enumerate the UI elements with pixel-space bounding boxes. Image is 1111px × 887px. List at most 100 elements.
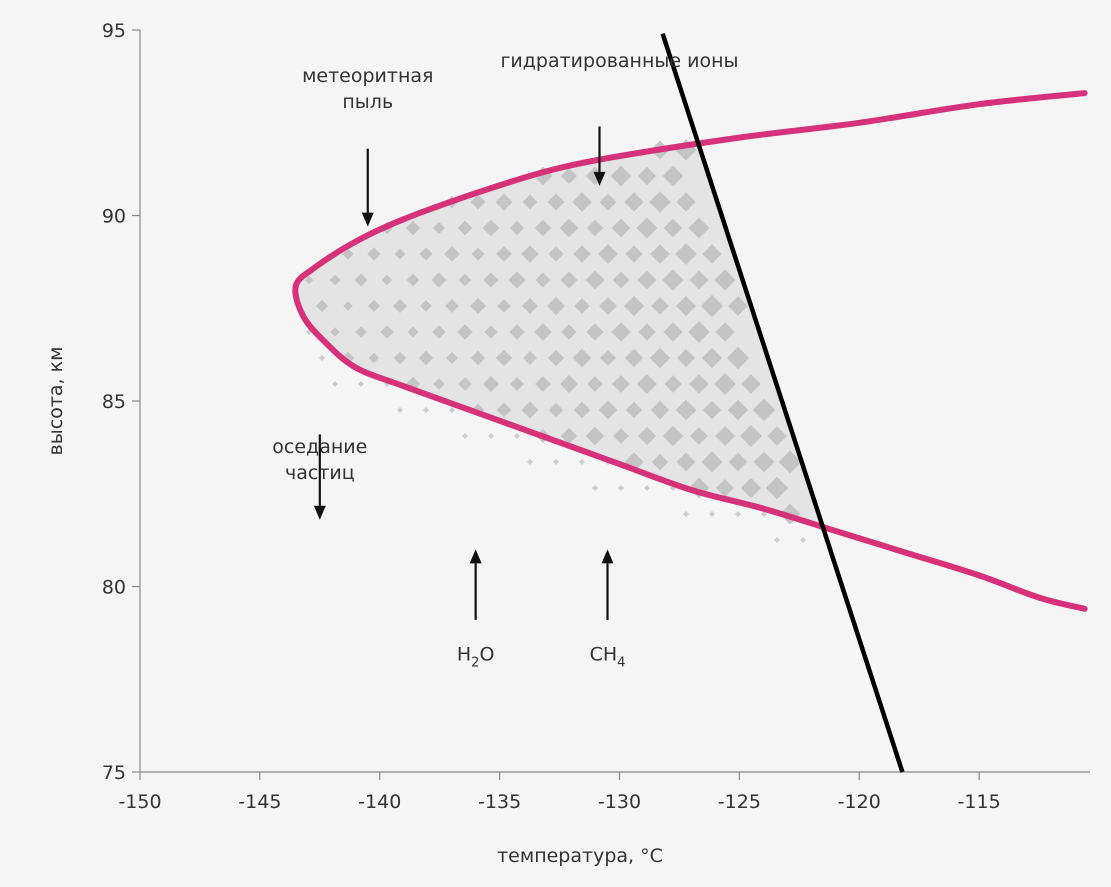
particle-diamond xyxy=(433,378,445,390)
particle-diamond xyxy=(726,346,750,370)
annotation-label: пыль xyxy=(342,91,393,113)
particle-diamond xyxy=(728,452,748,472)
particle-diamond xyxy=(381,274,393,286)
particle-diamond xyxy=(662,165,684,187)
particle-diamond xyxy=(716,479,734,497)
particle-diamond xyxy=(304,275,314,285)
particle-diamond xyxy=(651,453,669,471)
particle-diamond xyxy=(638,323,656,341)
particle-diamond xyxy=(483,272,499,288)
particle-diamond xyxy=(488,433,494,439)
particle-diamond xyxy=(406,273,420,287)
particle-diamond xyxy=(774,537,780,543)
particle-diamond xyxy=(741,374,761,394)
particle-diamond xyxy=(471,247,485,261)
temperature-profile-line xyxy=(660,33,905,773)
particle-diamond xyxy=(677,349,695,367)
particle-diamond xyxy=(728,296,748,316)
particle-diamond xyxy=(547,193,565,211)
particle-diamond xyxy=(688,321,710,343)
particle-diamond xyxy=(458,273,472,287)
particle-diamond xyxy=(354,273,368,287)
particle-diamond xyxy=(470,350,486,366)
x-tick-label: -130 xyxy=(598,791,641,813)
particle-diamond xyxy=(343,301,353,311)
x-tick-label: -145 xyxy=(238,791,281,813)
particle-diamond xyxy=(753,451,775,473)
arrow-head xyxy=(601,549,614,564)
particle-diamond xyxy=(560,375,578,393)
particle-diamond xyxy=(393,351,407,365)
particle-diamond xyxy=(586,323,604,341)
particle-diamond xyxy=(521,245,539,263)
mesopause-boundary-line xyxy=(292,90,1088,612)
particle-diamond xyxy=(482,219,500,237)
particle-diamond xyxy=(650,400,670,420)
particle-diamond xyxy=(495,193,513,211)
particle-diamond xyxy=(546,296,566,316)
particle-diamond xyxy=(509,324,525,340)
particle-diamond xyxy=(418,350,434,366)
particle-diamond xyxy=(330,327,340,337)
particle-diamond xyxy=(534,323,552,341)
y-tick-label: 95 xyxy=(102,20,126,42)
x-tick-label: -125 xyxy=(718,791,761,813)
particle-diamond xyxy=(535,376,551,392)
particle-diamond xyxy=(778,450,802,474)
particle-diamond xyxy=(702,244,722,264)
particle-diamond xyxy=(457,220,473,236)
particle-diamond xyxy=(535,272,551,288)
particle-diamond xyxy=(637,426,657,446)
particle-diamond xyxy=(462,433,468,439)
particle-diamond xyxy=(394,248,406,260)
particle-diamond xyxy=(559,218,579,238)
particle-diamond xyxy=(574,298,590,314)
x-tick-label: -140 xyxy=(358,791,401,813)
particle-diamond xyxy=(637,270,657,290)
particle-diamond xyxy=(431,272,447,288)
particle-diamond xyxy=(636,217,658,239)
particle-diamond xyxy=(612,375,630,393)
particle-diamond xyxy=(446,352,458,364)
particle-diamond xyxy=(560,427,578,445)
particle-diamond xyxy=(508,271,526,289)
particle-diamond xyxy=(560,271,578,289)
particle-diamond xyxy=(715,426,735,446)
particle-diamond xyxy=(701,347,723,369)
particle-diamond xyxy=(624,192,644,212)
particle-diamond xyxy=(572,348,592,368)
particle-diamond xyxy=(548,402,564,418)
particle-diamond xyxy=(585,426,605,446)
particle-diamond xyxy=(332,381,338,387)
particle-diamond xyxy=(527,459,533,465)
axes: -150 -145 -140 -135 -130 -125 -120 -115 75 80 85 90… xyxy=(102,20,1090,813)
particle-diamond xyxy=(585,270,605,290)
particle-diamond xyxy=(689,270,709,290)
y-tick-label: 85 xyxy=(102,391,126,413)
particle-diamond xyxy=(701,451,723,473)
particle-diamond xyxy=(548,246,564,262)
particle-diamond xyxy=(432,325,446,339)
particle-diamond xyxy=(432,221,446,235)
particle-diamond xyxy=(675,243,697,265)
particle-diamond xyxy=(458,377,472,391)
x-tick-label: -115 xyxy=(958,791,1001,813)
particle-diamond xyxy=(522,298,538,314)
particle-diamond xyxy=(637,166,657,186)
particle-diamond xyxy=(407,326,419,338)
arrow-head xyxy=(469,549,482,564)
y-axis-title: высота, км xyxy=(45,347,67,456)
particle-diamond xyxy=(342,248,354,260)
particle-diamond xyxy=(735,511,741,517)
particle-diamond xyxy=(761,511,767,517)
particle-diamond xyxy=(714,269,736,291)
particle-diamond xyxy=(561,324,577,340)
particle-diamond xyxy=(613,428,629,444)
particle-diamond xyxy=(367,247,381,261)
particle-diamond xyxy=(651,297,669,315)
x-tick-label: -120 xyxy=(838,791,881,813)
particle-diamond xyxy=(522,194,538,210)
particle-diamond xyxy=(689,374,709,394)
particle-diamond xyxy=(553,459,559,465)
